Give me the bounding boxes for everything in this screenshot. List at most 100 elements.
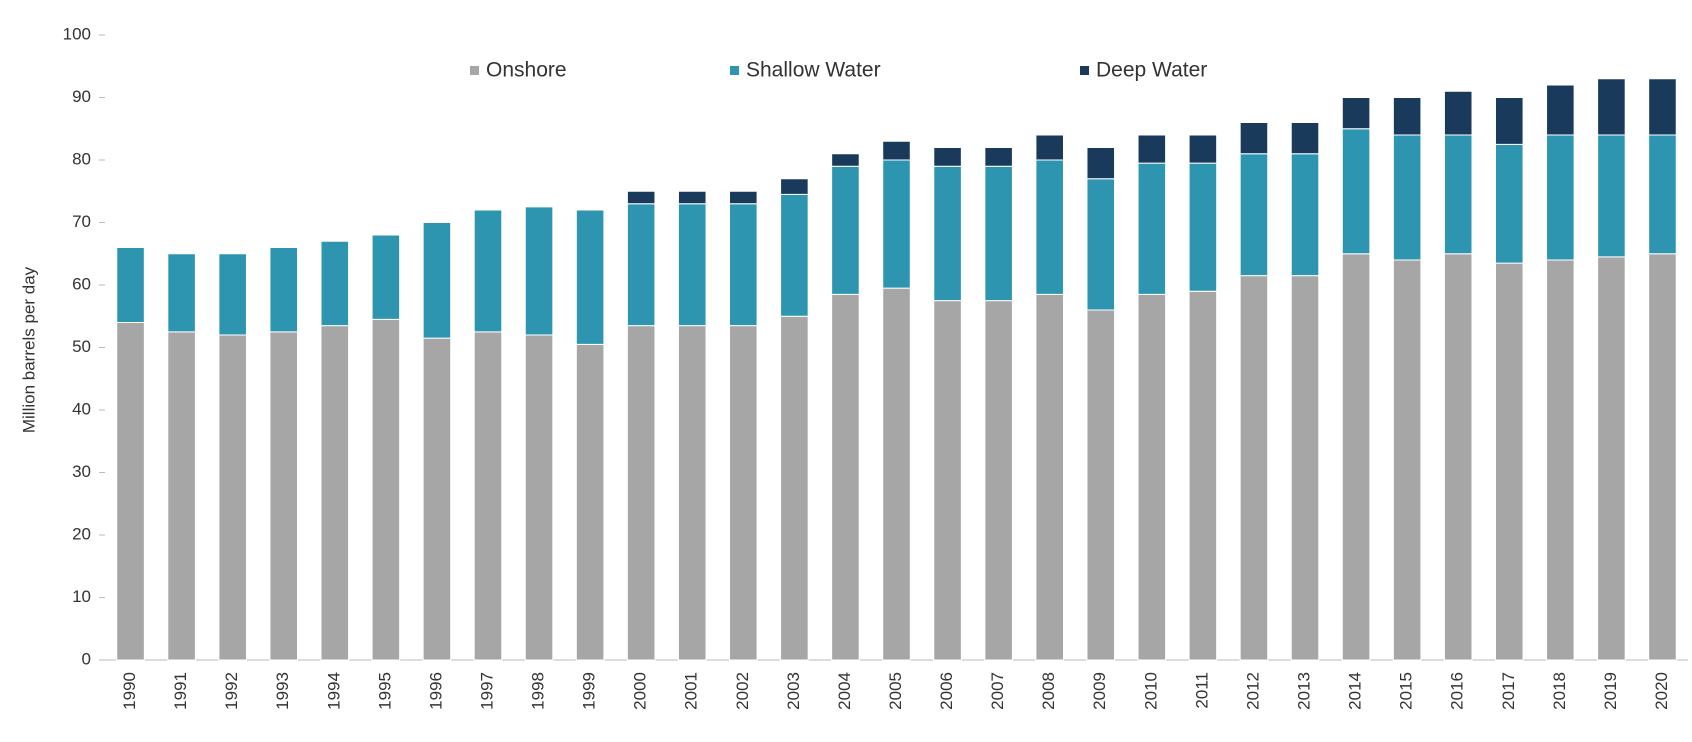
bar-segment <box>1443 134 1473 255</box>
legend-swatch <box>730 66 739 75</box>
bar-segment <box>218 253 247 336</box>
bar-segment <box>524 206 554 336</box>
bar-segment <box>218 334 247 661</box>
bar-segment <box>1239 122 1269 155</box>
x-tick-label: 2008 <box>1039 672 1058 710</box>
bar-segment <box>320 325 350 661</box>
x-tick-label: 2018 <box>1550 672 1569 710</box>
bar-segment <box>882 287 911 661</box>
legend-swatch <box>470 66 479 75</box>
bar-segment <box>1137 134 1167 164</box>
y-tick-label: 50 <box>72 337 91 356</box>
bar-segment <box>1086 309 1116 661</box>
bar-segment <box>780 193 809 317</box>
bar-segment <box>1392 259 1422 661</box>
y-tick-label: 90 <box>72 87 91 106</box>
bar-segment <box>1188 290 1218 661</box>
legend-swatch <box>1080 66 1089 75</box>
bar-segment <box>780 315 809 661</box>
bar-segment <box>1443 253 1473 661</box>
y-tick-label: 80 <box>72 149 91 168</box>
x-tick-label: 1994 <box>324 672 343 710</box>
bar-segment <box>371 234 401 320</box>
bar-segment <box>1188 134 1218 164</box>
x-tick-label: 2020 <box>1652 672 1671 710</box>
bar-segment <box>1648 78 1677 136</box>
bar-segment <box>1648 253 1677 661</box>
y-tick-label: 60 <box>72 274 91 293</box>
x-tick-label: 2019 <box>1601 672 1620 710</box>
bar-segment <box>984 300 1013 661</box>
x-tick-label: 2013 <box>1295 672 1314 710</box>
x-tick-label: 1996 <box>426 672 445 710</box>
bar-segment <box>729 325 758 661</box>
bar-segment <box>1597 78 1626 136</box>
bar-segment <box>473 209 503 333</box>
bar-segment <box>729 203 758 327</box>
bar-segment <box>167 253 196 333</box>
x-tick-label: 2000 <box>631 672 650 710</box>
x-tick-label: 2009 <box>1090 672 1109 710</box>
bar-segment <box>1597 134 1626 258</box>
x-tick-label: 2003 <box>784 672 803 710</box>
x-tick-label: 2015 <box>1397 672 1416 710</box>
bar-segment <box>116 247 145 323</box>
legend-label: Shallow Water <box>746 59 881 82</box>
y-axis-label: Million barrels per day <box>19 266 38 433</box>
bar-segment <box>729 190 758 205</box>
bar-segment <box>1648 134 1677 255</box>
x-tick-label: 1998 <box>529 672 548 710</box>
bar-segment <box>1086 178 1116 311</box>
bar-segment <box>1239 153 1269 277</box>
bar-segment <box>1137 162 1167 295</box>
bar-segment <box>1392 134 1422 261</box>
x-tick-label: 1991 <box>171 672 190 710</box>
legend-label: Deep Water <box>1096 59 1207 82</box>
bar-segment <box>473 331 503 661</box>
bar-segment <box>677 203 707 327</box>
x-tick-label: 2014 <box>1346 672 1365 710</box>
bar-segment <box>1035 134 1064 161</box>
bar-segment <box>269 247 299 333</box>
bar-segment <box>933 300 962 661</box>
bar-segment <box>882 140 911 161</box>
bar-segment <box>831 165 860 295</box>
bar-segment <box>167 331 196 661</box>
bar-segment <box>1392 97 1422 136</box>
bar-segment <box>1035 159 1064 295</box>
x-tick-label: 1992 <box>222 672 241 710</box>
y-tick-label: 30 <box>72 462 91 481</box>
bar-segment <box>831 293 860 661</box>
bar-segment <box>780 178 809 195</box>
x-tick-label: 2017 <box>1499 672 1518 710</box>
bar-segment <box>1086 147 1116 180</box>
bar-segment <box>116 322 145 661</box>
x-tick-label: 2016 <box>1448 672 1467 710</box>
bar-segment <box>422 337 452 661</box>
bar-segment <box>1137 293 1167 661</box>
x-tick-label: 2005 <box>886 672 905 710</box>
bar-segment <box>831 153 860 167</box>
y-tick-label: 100 <box>63 24 91 43</box>
bar-segment <box>933 147 962 167</box>
bar-segment <box>1188 162 1218 292</box>
x-tick-label: 1990 <box>120 672 139 710</box>
bar-segment <box>984 147 1013 167</box>
bar-segment <box>1597 256 1626 661</box>
y-tick-label: 70 <box>72 212 91 231</box>
x-tick-label: 2012 <box>1243 672 1262 710</box>
y-tick-label: 20 <box>72 524 91 543</box>
bar-segment <box>1035 293 1064 661</box>
bar-segment <box>1341 253 1371 661</box>
y-tick-label: 10 <box>72 587 91 606</box>
bar-segment <box>1546 259 1575 661</box>
bar-segment <box>626 203 656 327</box>
bar-segment <box>1546 134 1575 261</box>
bar-segment <box>371 318 401 661</box>
x-tick-label: 1995 <box>375 672 394 710</box>
bar-segment <box>1546 84 1575 136</box>
bar-segment <box>677 190 707 205</box>
bar-segment <box>1290 122 1320 155</box>
bar-segment <box>1239 275 1269 661</box>
bar-segment <box>1494 262 1524 661</box>
